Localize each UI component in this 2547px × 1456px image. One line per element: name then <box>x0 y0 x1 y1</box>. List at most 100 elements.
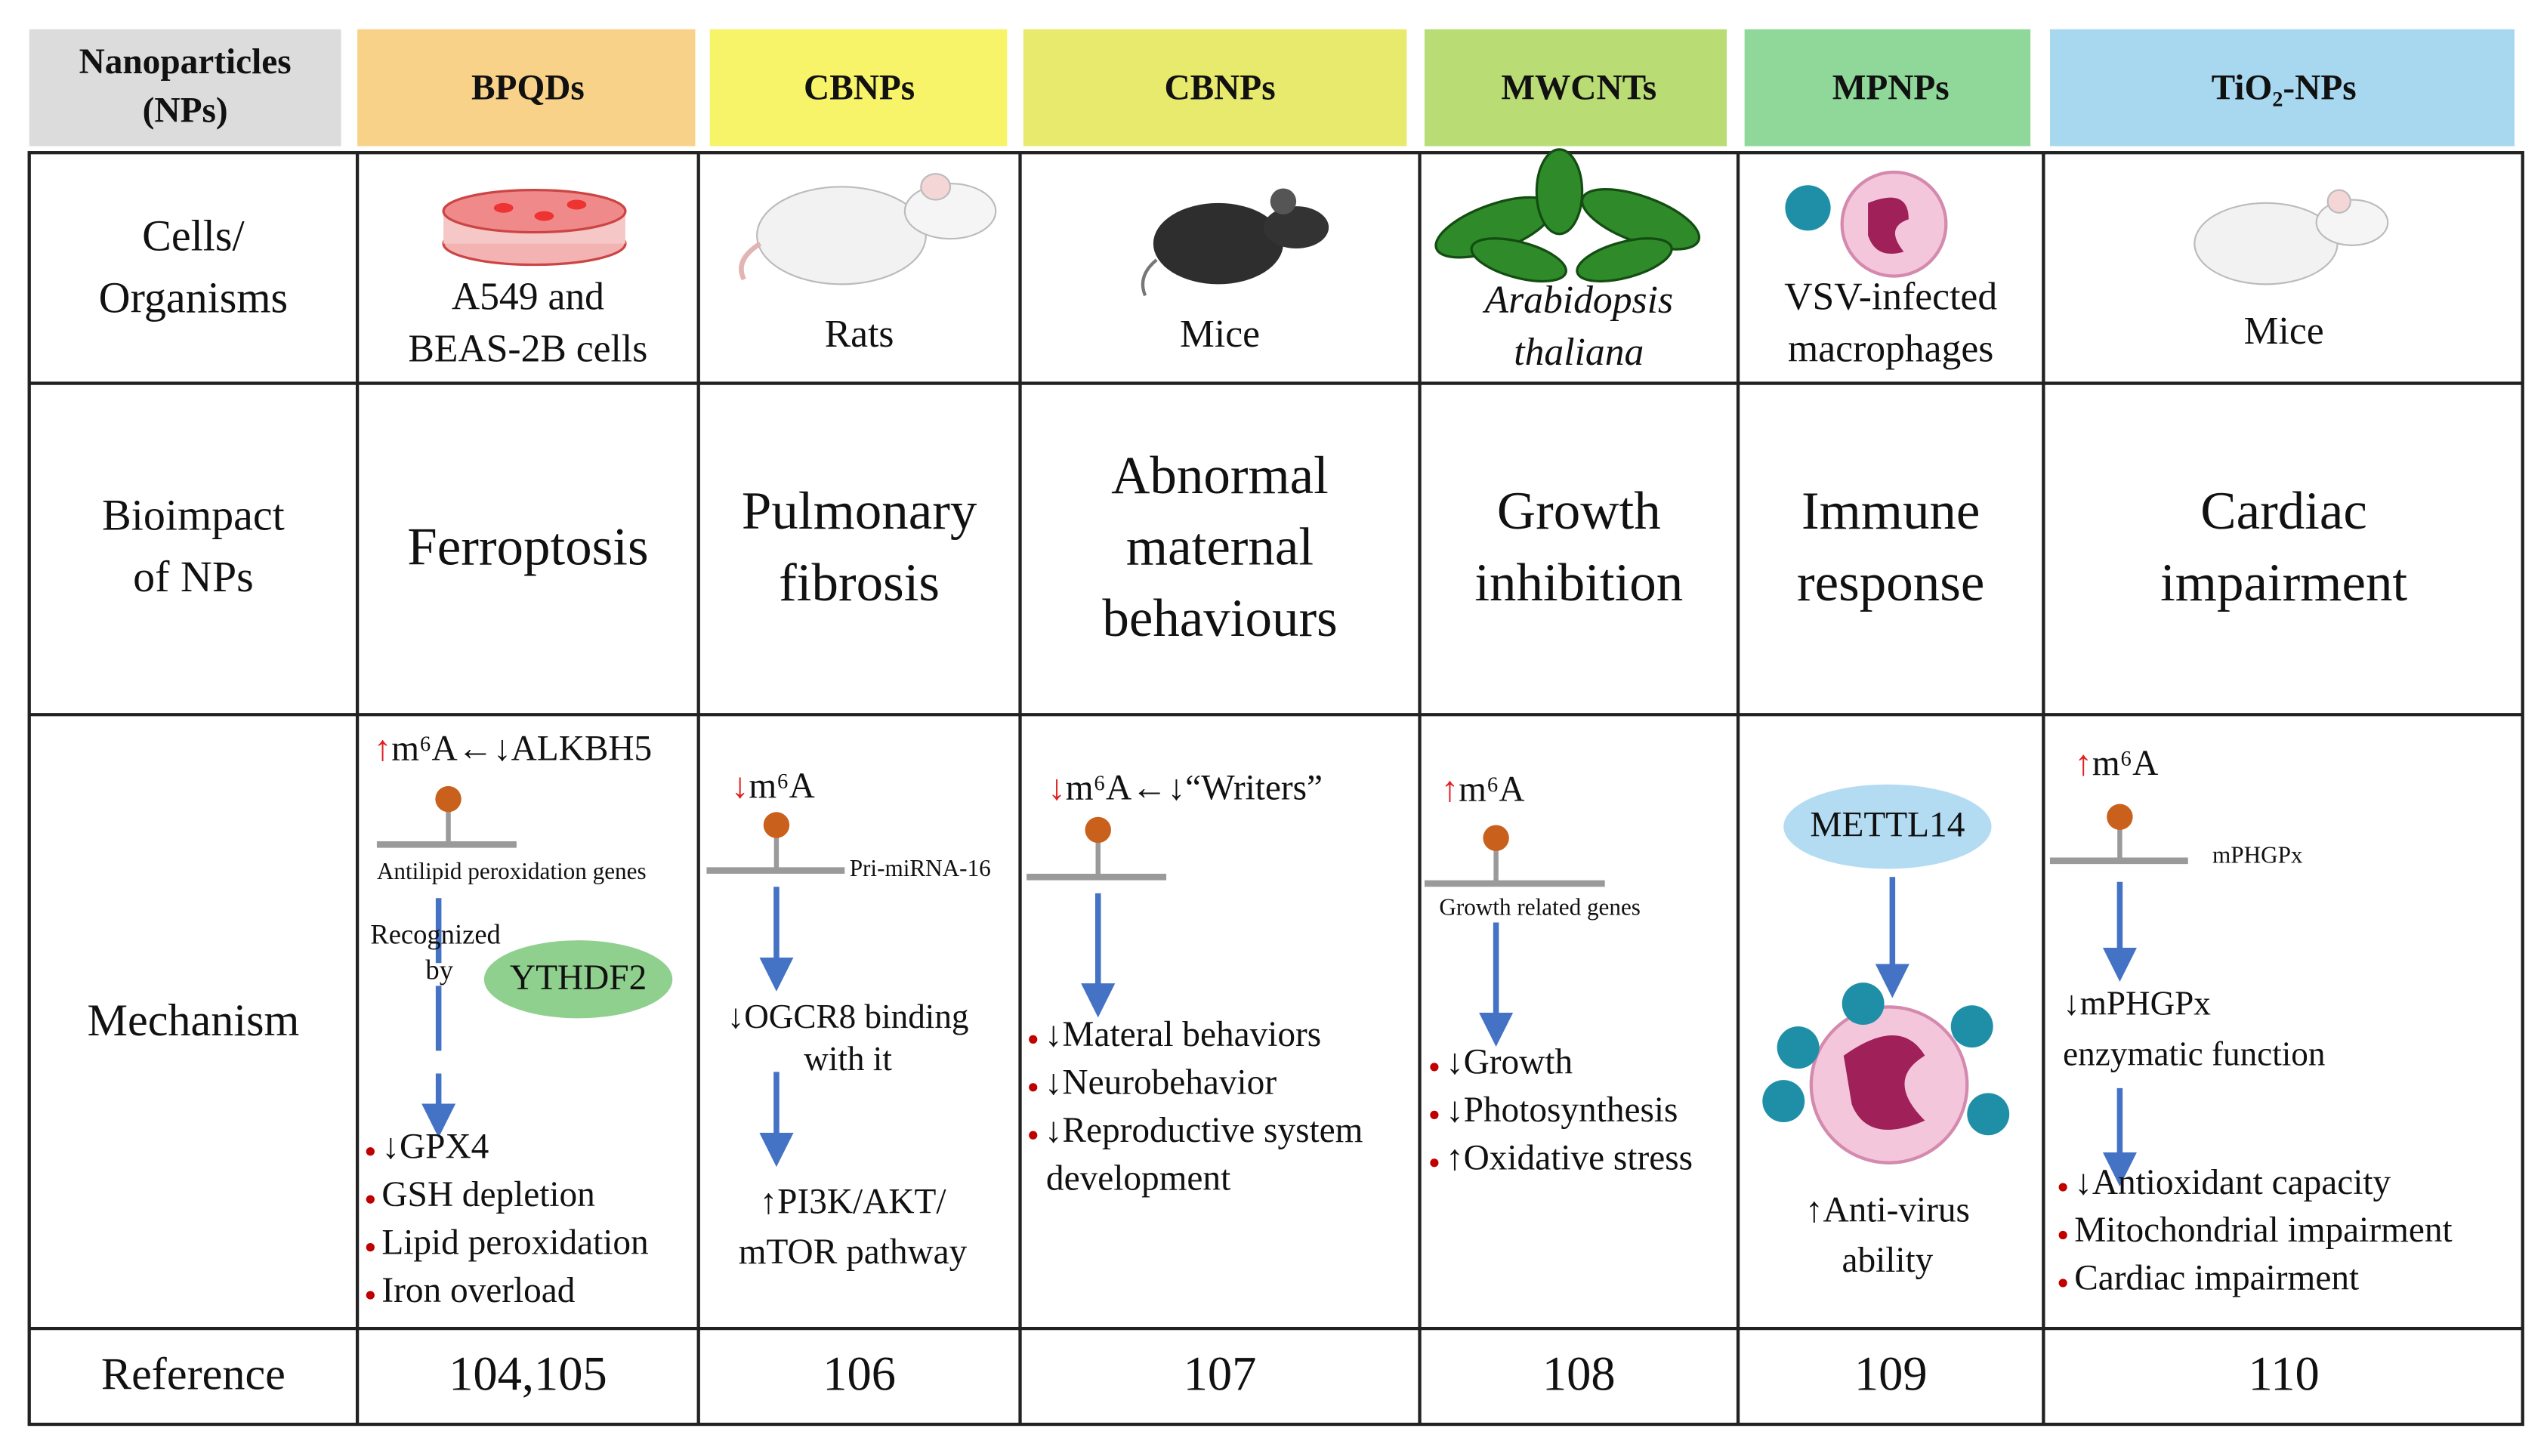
effect-text: ↓Photosynthesis <box>1446 1090 1678 1130</box>
organism-text: Arabidopsis <box>1483 279 1673 322</box>
column-header: BPQDs <box>471 68 585 107</box>
effect-text: Cardiac impairment <box>2074 1259 2359 1298</box>
bullet <box>1430 1110 1439 1119</box>
m6a-label: ↑m⁶A <box>2074 744 2158 783</box>
m6a-label: ↑m⁶A←↓ALKBH5 <box>374 730 653 769</box>
header-box <box>709 29 1008 147</box>
bioimpact-text: Ferroptosis <box>407 517 648 576</box>
effect-text: development <box>1046 1158 1230 1198</box>
column-header: CBNPs <box>804 68 915 107</box>
bioimpact-text: Growth <box>1497 482 1661 541</box>
organism-text: Mice <box>2244 310 2324 353</box>
effect-text: ↑Oxidative stress <box>1446 1139 1693 1178</box>
header-box <box>1744 29 2031 147</box>
outcome-text: ↑Anti-virus <box>1805 1190 1970 1229</box>
column-header: TiO₂-NPs <box>2212 68 2357 107</box>
target-label: Pri-miRNA-16 <box>850 855 991 881</box>
m6a-text: m⁶A <box>749 767 814 806</box>
bioimpact-text: behaviours <box>1102 589 1337 648</box>
step-text: ↓mPHGPx <box>2063 985 2211 1023</box>
m6a-pin <box>2107 804 2133 830</box>
m6a-text: m⁶A <box>2092 744 2158 783</box>
enzyme-ellipse <box>1783 784 1992 869</box>
infected-macrophage-icon <box>1762 982 2010 1164</box>
header-box <box>2049 29 2515 147</box>
outcome-text: ability <box>1842 1241 1933 1280</box>
effect-text: Iron overload <box>381 1271 575 1310</box>
target-label: Growth related genes <box>1439 893 1641 920</box>
header-box <box>29 29 341 147</box>
rat-icon <box>2194 189 2389 285</box>
bullet <box>366 1291 375 1300</box>
organism-text: Mice <box>1180 313 1260 356</box>
enzyme-label: METTL14 <box>1810 806 1965 845</box>
effect-text: ↓Materal behaviors <box>1045 1015 1321 1054</box>
reference-text: 106 <box>823 1347 896 1401</box>
recognized-text: by <box>425 955 453 986</box>
row-label: Organisms <box>99 273 288 322</box>
organism-text: macrophages <box>1788 328 1993 371</box>
m6a-text: m⁶A <box>1459 770 1524 809</box>
bioimpact-text: Immune <box>1801 482 1980 541</box>
mouse-icon <box>1141 188 1329 297</box>
m6a-arrow: ↓ <box>1048 768 1066 807</box>
effect-text: ↓Growth <box>1446 1043 1573 1082</box>
bullet <box>366 1147 375 1156</box>
row-label: of NPs <box>133 552 254 601</box>
bullet <box>2058 1230 2067 1240</box>
step-text: ↓OGCR8 binding <box>727 998 969 1035</box>
m6a-arrow: ↓ <box>731 767 749 806</box>
bullet <box>1029 1083 1038 1092</box>
effect-text: GSH depletion <box>381 1175 594 1214</box>
effect-text: Lipid peroxidation <box>381 1223 648 1262</box>
header-box <box>357 29 696 147</box>
reference-text: 109 <box>1854 1347 1928 1401</box>
m6a-text: m⁶A←↓ALKBH5 <box>391 730 652 769</box>
effect-text: Mitochondrial impairment <box>2074 1211 2452 1250</box>
m6a-label: ↓m⁶A←↓“Writers” <box>1048 768 1323 807</box>
organism-text: BEAS-2B cells <box>409 328 648 371</box>
bullet <box>1029 1131 1038 1140</box>
step-text: with it <box>804 1040 892 1078</box>
column-header: MPNPs <box>1832 68 1950 107</box>
bioimpact-text: Pulmonary <box>742 482 977 541</box>
table-grid <box>27 151 2524 1427</box>
reference-text: 110 <box>2248 1347 2319 1401</box>
bioimpact-text: fibrosis <box>779 554 940 612</box>
effect-text: ↓Antioxidant capacity <box>2074 1163 2391 1202</box>
plant-icon <box>1434 148 1701 283</box>
m6a-label: ↓m⁶A <box>731 767 815 806</box>
bioimpact-text: response <box>1797 554 1984 612</box>
m6a-label: ↑m⁶A <box>1441 770 1525 809</box>
column-header: CBNPs <box>1164 68 1275 107</box>
header-box <box>1023 29 1407 147</box>
organism-text: Rats <box>825 313 894 356</box>
bullet <box>1430 1063 1439 1072</box>
corner-header: Nanoparticles <box>79 42 292 82</box>
effect-text: ↓GPX4 <box>381 1127 489 1166</box>
reader-ellipse <box>483 940 673 1019</box>
bullet <box>366 1195 375 1204</box>
step-text: enzymatic function <box>2063 1035 2325 1072</box>
row-label: Mechanism <box>87 995 299 1046</box>
m6a-pin <box>763 812 790 838</box>
m6a-pin <box>1085 816 1111 844</box>
reference-text: 107 <box>1184 1347 1257 1401</box>
m6a-text: m⁶A←↓“Writers” <box>1066 768 1323 807</box>
bullet <box>1029 1035 1038 1044</box>
column-header: MWCNTs <box>1501 68 1656 107</box>
bioimpact-text: maternal <box>1126 517 1314 576</box>
organism-text: A549 and <box>452 276 604 319</box>
rat-icon <box>739 173 997 285</box>
organism-text: thaliana <box>1514 331 1644 374</box>
outcome-text: ↑PI3K/AKT/ <box>760 1183 947 1222</box>
row-label: Cells/ <box>142 211 245 261</box>
reference-text: 108 <box>1542 1347 1616 1401</box>
bioimpact-text: impairment <box>2160 554 2407 612</box>
header-box <box>1424 29 1727 147</box>
target-label: Antilipid peroxidation genes <box>377 858 647 884</box>
corner-header: (NPs) <box>143 91 228 130</box>
bioimpact-text: inhibition <box>1474 554 1683 612</box>
macrophage-icon <box>1785 170 1948 278</box>
